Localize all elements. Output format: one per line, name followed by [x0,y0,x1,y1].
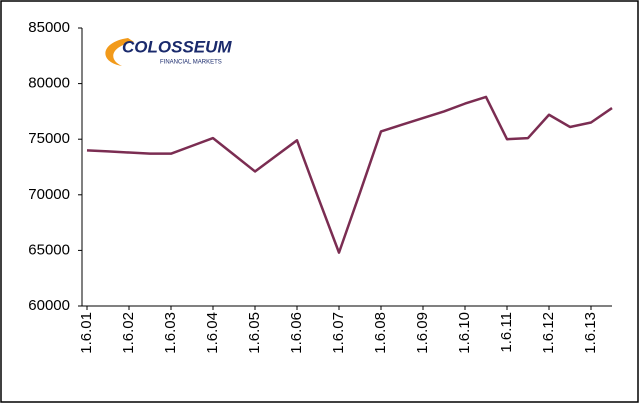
y-tick-label: 75000 [28,130,70,147]
x-tick-label: 1.6.06 [288,312,305,354]
x-tick-label: 1.6.03 [162,312,179,354]
x-tick-label: 1.6.08 [372,312,389,354]
x-tick-label: 1.6.12 [540,312,557,354]
x-tick-label: 1.6.02 [120,312,137,354]
data-line [86,95,613,254]
logo-tagline: FINANCIAL MARKETS [160,60,222,66]
x-tick-label: 1.6.05 [246,312,263,354]
x-tick-label: 1.6.09 [414,312,431,354]
y-tick-label: 60000 [28,297,70,314]
logo: COLOSSEUM FINANCIAL MARKETS [105,37,232,66]
x-tick-label: 1.6.10 [456,312,473,354]
y-tick-label: 85000 [28,19,70,36]
x-tick-label: 1.6.13 [582,312,599,354]
logo-swoosh [105,38,134,66]
logo-name: COLOSSEUM [122,37,232,56]
x-tick-label: 1.6.04 [204,312,221,354]
x-tick-label: 1.6.01 [78,312,95,354]
y-tick-label: 65000 [28,241,70,258]
x-tick-label: 1.6.11 [498,312,515,353]
x-tick-label: 1.6.07 [330,312,347,354]
y-tick-label: 80000 [28,75,70,92]
y-tick-label: 70000 [28,186,70,203]
